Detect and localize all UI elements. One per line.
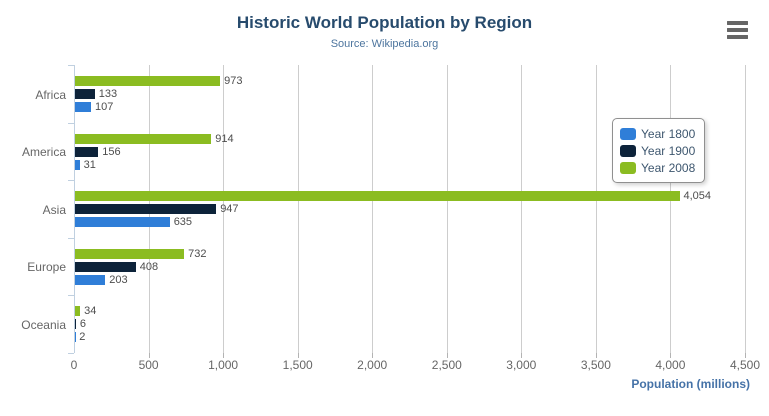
bar-asia-year-1900[interactable] — [75, 204, 217, 214]
grid-line — [595, 65, 597, 353]
bar-value-label: 2 — [79, 331, 86, 343]
x-axis-tick — [446, 353, 448, 358]
x-axis-tick-label: 3,500 — [580, 358, 611, 372]
bar-europe-year-1900[interactable] — [75, 261, 136, 272]
bar-asia-year-2008[interactable] — [75, 191, 680, 201]
bar-value-label: 973 — [224, 75, 243, 87]
x-axis-title: Population (millions) — [631, 377, 750, 391]
legend-swatch-icon — [620, 161, 636, 174]
x-axis-tick — [223, 353, 225, 358]
x-axis-tick — [670, 353, 672, 358]
grid-line — [223, 65, 225, 353]
x-axis-tick-label: 4,500 — [729, 358, 761, 372]
grid-line — [521, 65, 523, 353]
grid-line — [446, 65, 448, 353]
bar-oceania-year-2008[interactable] — [75, 306, 81, 316]
y-axis-tick — [68, 352, 74, 354]
bar-value-label: 107 — [95, 101, 114, 113]
x-axis-tick — [521, 353, 523, 358]
bar-value-label: 34 — [84, 305, 97, 317]
category-label: Europe — [27, 260, 66, 275]
bar-value-label: 408 — [139, 260, 159, 273]
x-axis-tick-label: 3,000 — [506, 358, 537, 372]
legend-swatch-icon — [620, 144, 636, 157]
bar-america-year-2008[interactable] — [75, 133, 212, 144]
bar-value-label: 914 — [215, 132, 234, 145]
grid-line — [745, 65, 746, 353]
category-label: Africa — [35, 87, 66, 102]
bar-value-label: 947 — [220, 203, 239, 215]
x-axis-tick-label: 2,500 — [431, 358, 462, 372]
y-axis-tick — [68, 295, 74, 296]
bar-value-label: 156 — [102, 145, 121, 158]
legend-item-label: Year 2008 — [641, 160, 696, 175]
bar-oceania-year-1900[interactable] — [75, 319, 76, 329]
legend: Year 1800 Year 1900 Year 2008 — [612, 118, 706, 183]
bar-value-label: 31 — [83, 158, 96, 171]
bar-value-label: 203 — [109, 273, 128, 286]
y-axis-tick — [68, 65, 74, 66]
legend-item-label: Year 1800 — [641, 126, 696, 141]
y-axis-tick — [68, 237, 74, 239]
bar-value-label: 635 — [173, 216, 193, 228]
bar-value-label: 4,054 — [683, 190, 712, 202]
grid-line — [670, 65, 672, 353]
legend-item-year-1800[interactable]: Year 1800 — [620, 125, 695, 142]
grid-line — [297, 65, 299, 353]
x-axis-tick-label: 0 — [70, 358, 78, 372]
x-axis-tick-label: 4,000 — [655, 358, 686, 372]
bar-america-year-1900[interactable] — [75, 146, 99, 157]
x-axis-tick — [297, 353, 299, 358]
bar-africa-year-1800[interactable] — [75, 102, 91, 112]
legend-swatch-icon — [620, 127, 636, 140]
x-axis-tick — [595, 353, 597, 358]
y-axis-tick — [68, 180, 74, 181]
y-axis-tick — [68, 122, 74, 124]
x-axis-tick-label: 1,000 — [208, 358, 239, 372]
bar-america-year-1800[interactable] — [75, 159, 80, 170]
y-axis-line — [74, 65, 75, 353]
hamburger-bar — [727, 21, 748, 25]
bar-europe-year-2008[interactable] — [75, 248, 185, 259]
hamburger-bar — [727, 35, 748, 39]
x-axis-tick — [148, 353, 150, 358]
x-axis-tick-label: 500 — [138, 358, 159, 372]
bar-value-label: 6 — [79, 318, 87, 330]
bar-europe-year-1800[interactable] — [75, 274, 106, 285]
chart-subtitle: Source: Wikipedia.org — [330, 38, 439, 50]
category-label: America — [21, 145, 66, 160]
bar-value-label: 732 — [188, 247, 207, 260]
bar-asia-year-1800[interactable] — [75, 217, 170, 227]
legend-item-year-1900[interactable]: Year 1900 — [620, 142, 695, 159]
chart-title: Historic World Population by Region — [236, 13, 533, 32]
hamburger-menu-icon[interactable] — [727, 21, 748, 39]
hamburger-bar — [727, 28, 748, 32]
grid-line — [372, 65, 374, 353]
x-axis-tick-label: 1,500 — [282, 358, 313, 372]
x-axis-tick-label: 2,000 — [357, 358, 388, 372]
bar-africa-year-2008[interactable] — [75, 76, 221, 86]
bar-value-label: 133 — [98, 88, 118, 100]
x-axis-tick — [745, 353, 746, 358]
x-axis-tick — [372, 353, 374, 358]
category-label: Asia — [42, 202, 66, 217]
category-label: Oceania — [21, 317, 66, 332]
legend-item-label: Year 1900 — [641, 143, 696, 158]
legend-item-year-2008[interactable]: Year 2008 — [620, 159, 695, 176]
bar-africa-year-1900[interactable] — [75, 89, 95, 99]
